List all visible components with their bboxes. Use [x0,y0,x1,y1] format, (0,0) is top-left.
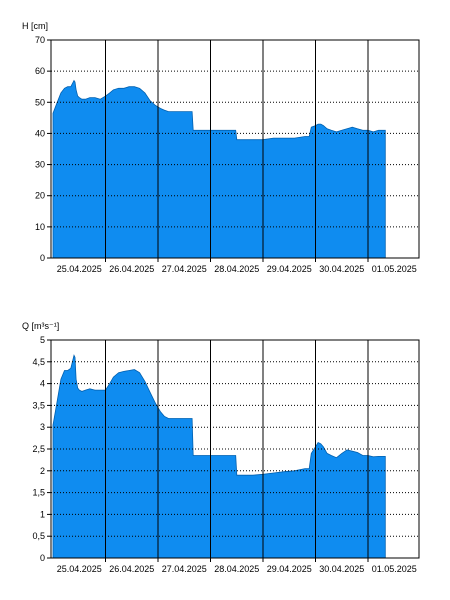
y-axis-label: H [cm] [22,21,48,31]
area-series [52,354,386,559]
x-tick-label: 01.05.2025 [372,264,417,274]
y-tick-label: 40 [35,128,45,138]
y-tick-label: 70 [35,35,45,45]
y-tick-label: 3,5 [32,400,45,410]
plot-frame [50,339,420,559]
x-tick-label: 29.04.2025 [267,564,312,574]
y-axis-label: Q [m³s⁻¹] [22,321,59,331]
y-tick-label: 3 [40,422,45,432]
y-tick-label: 0 [40,553,45,563]
y-tick-label: 50 [35,97,45,107]
water-level-chart: H [cm] 0 10 20 30 40 50 60 70 25.04.2025 26.04.20… [22,21,420,274]
y-tick-label: 60 [35,66,45,76]
x-tick-label: 26.04.2025 [109,264,154,274]
area-series [52,79,386,259]
x-tick-label: 28.04.2025 [214,264,259,274]
x-tick-label: 28.04.2025 [214,564,259,574]
y-tick-label: 1,5 [32,488,45,498]
discharge-chart: Q [m³s⁻¹] 0 0,5 1 1,5 2 2,5 3 3,5 4 4,5 5 25.04.202… [22,321,420,574]
y-tick-label: 2 [40,466,45,476]
y-tick-label: 0,5 [32,531,45,541]
y-tick-label: 20 [35,191,45,201]
x-tick-label: 27.04.2025 [162,564,207,574]
y-tick-label: 2,5 [32,444,45,454]
x-tick-label: 25.04.2025 [57,264,102,274]
x-tick-label: 30.04.2025 [319,264,364,274]
x-tick-label: 30.04.2025 [319,564,364,574]
plot-frame [50,39,420,259]
x-tick-label: 25.04.2025 [57,564,102,574]
x-tick-label: 29.04.2025 [267,264,312,274]
x-tick-label: 27.04.2025 [162,264,207,274]
y-tick-label: 0 [40,253,45,263]
y-tick-label: 5 [40,335,45,345]
x-tick-label: 01.05.2025 [372,564,417,574]
y-tick-label: 4 [40,379,45,389]
x-tick-label: 26.04.2025 [109,564,154,574]
y-tick-label: 10 [35,222,45,232]
y-tick-label: 4,5 [32,357,45,367]
y-tick-label: 30 [35,160,45,170]
y-tick-label: 1 [40,509,45,519]
